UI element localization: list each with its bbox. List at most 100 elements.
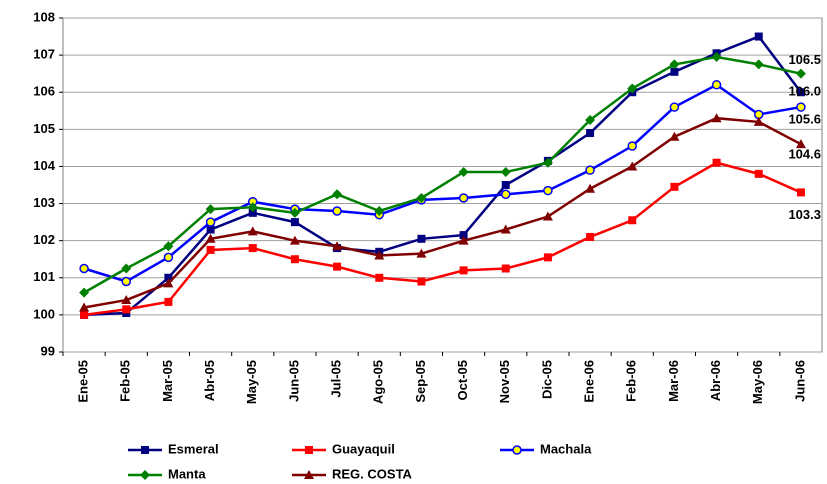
x-tick-label: Ago-05 [371, 360, 386, 404]
y-tick-label: 106 [33, 84, 55, 99]
point [121, 295, 132, 305]
point [543, 253, 552, 262]
point [289, 207, 300, 218]
point [459, 266, 468, 275]
point [796, 188, 805, 197]
x-tick-label: Jun-06 [792, 360, 807, 402]
y-tick-label: 107 [33, 47, 55, 62]
x-tick-label: Ene-06 [582, 360, 597, 403]
point [628, 216, 637, 225]
y-tick-label: 105 [33, 121, 55, 136]
y-tick-label: 99 [41, 343, 55, 358]
point [333, 262, 342, 271]
point [141, 446, 149, 454]
point [79, 263, 89, 274]
point [290, 255, 299, 264]
x-tick-label: Nov-05 [497, 360, 512, 403]
y-tick-label: 101 [33, 269, 55, 284]
x-tick-label: Mar-06 [666, 360, 681, 402]
legend-label: REG. COSTA [332, 466, 413, 481]
y-tick-label: 102 [33, 232, 55, 247]
x-tick-label: Jul-05 [329, 360, 344, 398]
point [164, 273, 173, 282]
point [458, 167, 469, 178]
point [80, 310, 89, 319]
x-tick-label: Dic-05 [539, 360, 554, 399]
point [500, 167, 511, 178]
point [753, 59, 764, 70]
legend-label: Machala [540, 441, 592, 456]
series-line [84, 35, 802, 317]
point [501, 181, 510, 189]
point [248, 208, 257, 217]
point [795, 68, 806, 79]
point [206, 225, 215, 234]
y-tick-label: 108 [33, 9, 55, 24]
series-line [83, 116, 802, 309]
data-label: 106.5 [788, 52, 821, 67]
x-tick-label: Oct-05 [455, 360, 470, 400]
x-tick-label: Abr-05 [202, 360, 217, 401]
point [206, 245, 215, 254]
point [585, 165, 595, 175]
legend-label: Esmeral [168, 441, 219, 456]
point [122, 305, 131, 314]
point [205, 233, 216, 243]
x-tick-label: Abr-06 [708, 360, 723, 401]
point [247, 202, 258, 213]
point [500, 224, 511, 234]
point [627, 161, 638, 171]
point [163, 241, 174, 252]
point [711, 113, 722, 123]
point [305, 446, 313, 454]
data-label: 105.6 [788, 112, 821, 127]
legend-label: Guayaquil [332, 441, 395, 456]
point [796, 88, 805, 97]
point [205, 217, 216, 227]
point [290, 218, 299, 227]
point [627, 141, 637, 151]
point [417, 277, 426, 286]
series-line [83, 55, 802, 294]
point [79, 287, 90, 298]
point [332, 241, 343, 251]
point [670, 67, 679, 76]
point [627, 83, 638, 94]
point [289, 235, 300, 245]
data-label: 104.6 [788, 147, 821, 162]
point [79, 302, 90, 312]
point [121, 276, 131, 287]
point [374, 250, 385, 260]
point [374, 205, 385, 216]
point [375, 273, 384, 282]
point [796, 102, 806, 112]
point [121, 263, 132, 274]
point [712, 158, 721, 167]
point [205, 204, 216, 215]
point [416, 248, 427, 258]
point [586, 232, 595, 241]
point [332, 189, 343, 200]
point [585, 115, 596, 126]
point [542, 157, 553, 168]
x-tick-label: May-05 [244, 360, 259, 404]
point [754, 32, 763, 41]
x-tick-label: Feb-06 [624, 360, 639, 402]
x-tick-label: Mar-05 [160, 360, 175, 402]
point [711, 80, 722, 90]
x-tick-label: Sep-05 [413, 360, 428, 403]
point [670, 182, 679, 191]
y-tick-label: 100 [33, 306, 55, 321]
point [458, 193, 469, 203]
point [140, 470, 150, 480]
point [417, 234, 426, 243]
point [753, 116, 764, 126]
point [669, 102, 680, 112]
y-tick-label: 104 [33, 158, 55, 173]
point [247, 226, 258, 236]
data-label: 106.0 [788, 84, 821, 99]
y-tick-label: 103 [33, 195, 55, 210]
point [163, 278, 174, 288]
point [586, 129, 595, 138]
